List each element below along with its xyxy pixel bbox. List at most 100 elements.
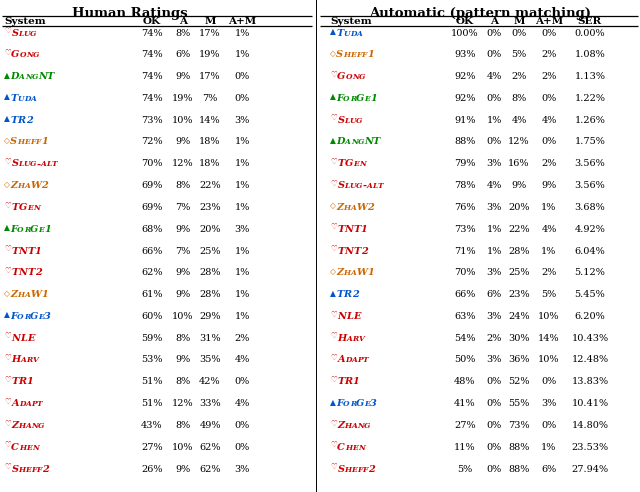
Text: 4%: 4% xyxy=(541,116,557,124)
Text: 28%: 28% xyxy=(199,268,221,277)
Text: N: N xyxy=(358,422,364,430)
Text: R: R xyxy=(18,116,26,124)
Text: S: S xyxy=(12,29,19,37)
Text: H: H xyxy=(12,356,20,365)
Text: -: - xyxy=(36,159,40,168)
Text: 70%: 70% xyxy=(454,268,476,277)
Text: A: A xyxy=(40,160,46,168)
Text: T: T xyxy=(12,377,19,386)
Text: 3: 3 xyxy=(370,399,377,408)
Text: 1%: 1% xyxy=(234,181,250,190)
Text: F: F xyxy=(36,465,42,473)
Text: 51%: 51% xyxy=(141,377,163,386)
Text: 88%: 88% xyxy=(454,137,476,147)
Text: 6%: 6% xyxy=(486,290,502,299)
Text: H: H xyxy=(344,51,351,60)
Text: T: T xyxy=(12,268,19,277)
Text: ♡: ♡ xyxy=(4,158,11,167)
Text: 0%: 0% xyxy=(541,94,557,103)
Text: L: L xyxy=(344,182,349,190)
Text: 53%: 53% xyxy=(141,356,163,365)
Text: ▲: ▲ xyxy=(4,310,10,319)
Text: 1: 1 xyxy=(42,290,48,299)
Text: 1: 1 xyxy=(27,377,33,386)
Text: G: G xyxy=(359,73,365,81)
Text: 1%: 1% xyxy=(541,203,557,212)
Text: H: H xyxy=(19,444,26,452)
Text: 69%: 69% xyxy=(141,203,163,212)
Text: 8%: 8% xyxy=(175,181,191,190)
Text: 10%: 10% xyxy=(538,312,560,321)
Text: 69%: 69% xyxy=(141,181,163,190)
Text: 1%: 1% xyxy=(541,246,557,255)
Text: E: E xyxy=(351,465,357,473)
Text: 1%: 1% xyxy=(541,443,557,452)
Text: 100%: 100% xyxy=(451,29,479,37)
Text: 29%: 29% xyxy=(199,312,221,321)
Text: 7%: 7% xyxy=(202,94,218,103)
Text: 73%: 73% xyxy=(141,116,163,124)
Text: 1.75%: 1.75% xyxy=(575,137,605,147)
Text: 88%: 88% xyxy=(508,464,530,473)
Text: 62%: 62% xyxy=(199,443,221,452)
Text: 1: 1 xyxy=(367,50,374,60)
Text: ♡: ♡ xyxy=(330,114,337,123)
Text: 0%: 0% xyxy=(486,50,502,60)
Text: F: F xyxy=(362,51,367,60)
Text: 4%: 4% xyxy=(486,72,502,81)
Text: 9%: 9% xyxy=(175,137,191,147)
Text: T: T xyxy=(52,160,57,168)
Text: 14.80%: 14.80% xyxy=(572,421,609,430)
Text: 22%: 22% xyxy=(199,181,221,190)
Text: P: P xyxy=(31,400,37,408)
Text: F: F xyxy=(10,225,17,234)
Text: T: T xyxy=(10,94,18,103)
Text: ♡: ♡ xyxy=(4,332,11,341)
Text: 1%: 1% xyxy=(234,50,250,60)
Text: 3: 3 xyxy=(44,312,51,321)
Text: E: E xyxy=(27,334,35,343)
Text: F: F xyxy=(356,51,362,60)
Text: T: T xyxy=(337,290,344,299)
Text: E: E xyxy=(364,400,370,408)
Text: 1%: 1% xyxy=(234,29,250,37)
Text: A: A xyxy=(26,400,31,408)
Text: ♡: ♡ xyxy=(330,180,337,188)
Text: ♡: ♡ xyxy=(330,419,337,429)
Text: 8%: 8% xyxy=(175,29,191,37)
Text: T: T xyxy=(47,72,54,81)
Text: T: T xyxy=(378,182,383,190)
Text: H: H xyxy=(337,334,347,343)
Text: 5.45%: 5.45% xyxy=(575,290,605,299)
Text: O: O xyxy=(343,400,349,408)
Text: 9%: 9% xyxy=(175,356,191,365)
Text: N: N xyxy=(351,139,358,147)
Text: 1: 1 xyxy=(370,94,377,103)
Text: E: E xyxy=(26,465,31,473)
Text: ♡: ♡ xyxy=(330,310,337,319)
Text: T: T xyxy=(353,225,361,234)
Text: 2%: 2% xyxy=(234,334,250,343)
Text: U: U xyxy=(349,182,356,190)
Text: 4%: 4% xyxy=(511,116,527,124)
Text: ▲: ▲ xyxy=(4,70,10,80)
Text: A: A xyxy=(345,139,351,147)
Text: S: S xyxy=(10,137,17,147)
Text: D: D xyxy=(10,72,19,81)
Text: 17%: 17% xyxy=(199,72,221,81)
Text: 10%: 10% xyxy=(172,443,194,452)
Text: 63%: 63% xyxy=(454,312,476,321)
Text: A: A xyxy=(31,95,36,103)
Text: N: N xyxy=(12,334,20,343)
Text: N: N xyxy=(359,160,365,168)
Text: E: E xyxy=(352,444,358,452)
Text: R: R xyxy=(349,95,356,103)
Text: 5%: 5% xyxy=(541,290,557,299)
Text: 2%: 2% xyxy=(541,50,557,60)
Text: F: F xyxy=(36,139,41,147)
Text: 3%: 3% xyxy=(486,356,502,365)
Text: T: T xyxy=(28,268,35,277)
Text: A: A xyxy=(351,204,356,212)
Text: G: G xyxy=(30,160,36,168)
Text: 93%: 93% xyxy=(454,50,476,60)
